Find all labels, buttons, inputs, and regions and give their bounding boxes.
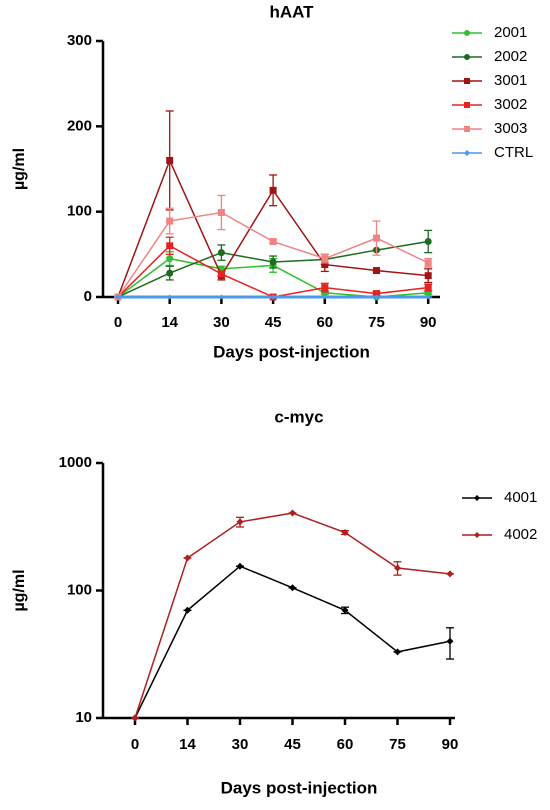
marker <box>270 294 276 300</box>
legend-label: CTRL <box>494 144 533 161</box>
x-axis-label: Days post-injection <box>221 778 378 797</box>
y-axis-label: µg/ml <box>11 148 28 190</box>
marker <box>321 255 329 263</box>
legend-label: 3002 <box>494 96 527 113</box>
chart-title: hAAT <box>269 2 314 21</box>
y-tick-label: 0 <box>84 288 92 305</box>
legend-marker <box>464 30 470 36</box>
x-tick-label: 0 <box>114 314 122 331</box>
chart-title: c-myc <box>274 407 323 426</box>
x-tick-label: 75 <box>368 314 385 331</box>
x-tick-label: 90 <box>420 314 437 331</box>
series-line <box>117 211 429 298</box>
marker <box>166 242 174 250</box>
x-tick-label: 75 <box>389 736 406 753</box>
marker <box>166 217 174 225</box>
x-axis-label: Days post-injection <box>213 342 370 361</box>
marker <box>131 714 139 722</box>
x-tick-label: 30 <box>232 736 249 753</box>
x-tick-label: 60 <box>337 736 354 753</box>
y-tick-label: 300 <box>67 32 92 49</box>
marker <box>269 238 277 246</box>
marker <box>446 570 454 578</box>
x-tick-label: 14 <box>179 736 196 753</box>
y-tick-label: 100 <box>67 581 92 598</box>
marker <box>184 606 191 614</box>
marker <box>218 294 224 300</box>
marker <box>166 156 174 164</box>
marker <box>424 238 432 246</box>
marker <box>289 509 296 517</box>
marker <box>446 637 454 645</box>
marker <box>115 294 121 300</box>
legend-marker <box>464 150 470 156</box>
y-tick-label: 200 <box>67 117 92 134</box>
marker <box>394 564 401 572</box>
marker <box>167 294 173 300</box>
marker <box>269 186 277 194</box>
marker <box>424 272 432 280</box>
x-tick-label: 60 <box>316 314 333 331</box>
marker <box>425 294 431 300</box>
marker <box>394 648 401 656</box>
marker <box>184 554 191 562</box>
marker <box>289 584 296 592</box>
y-tick-label: 100 <box>67 203 92 220</box>
marker <box>373 234 380 242</box>
marker <box>373 267 380 275</box>
x-tick-label: 14 <box>161 314 178 331</box>
legend-label: 4002 <box>504 526 537 543</box>
x-tick-label: 90 <box>442 736 459 753</box>
marker <box>166 269 174 277</box>
x-tick-label: 45 <box>265 314 282 331</box>
marker <box>236 518 244 526</box>
y-tick-label: 1000 <box>59 454 92 471</box>
marker <box>374 294 379 300</box>
marker <box>217 209 225 217</box>
marker <box>424 259 432 267</box>
marker <box>217 270 225 278</box>
marker <box>217 249 225 257</box>
legend-marker <box>464 126 470 132</box>
legend-label: 2002 <box>494 48 527 65</box>
marker <box>373 290 380 298</box>
y-tick-label: 10 <box>75 709 92 726</box>
legend-marker <box>464 102 470 108</box>
marker <box>236 562 244 570</box>
legend-marker <box>474 495 480 501</box>
marker <box>321 261 329 269</box>
series-line <box>134 512 451 719</box>
legend-label: 4001 <box>504 489 537 506</box>
legend-label: 2001 <box>494 24 527 41</box>
legend-marker <box>464 54 470 60</box>
legend-label: 3001 <box>494 72 527 89</box>
marker <box>166 255 174 263</box>
legend-label: 3003 <box>494 120 527 137</box>
marker <box>424 284 432 292</box>
x-tick-label: 0 <box>131 736 139 753</box>
y-axis-label: µg/ml <box>11 569 28 611</box>
x-tick-label: 45 <box>284 736 301 753</box>
marker <box>322 294 328 300</box>
legend-marker <box>464 78 470 84</box>
legend-marker <box>474 532 480 538</box>
marker <box>269 258 277 266</box>
marker <box>341 529 349 537</box>
marker <box>321 284 329 292</box>
marker <box>341 606 349 614</box>
x-tick-label: 30 <box>213 314 230 331</box>
